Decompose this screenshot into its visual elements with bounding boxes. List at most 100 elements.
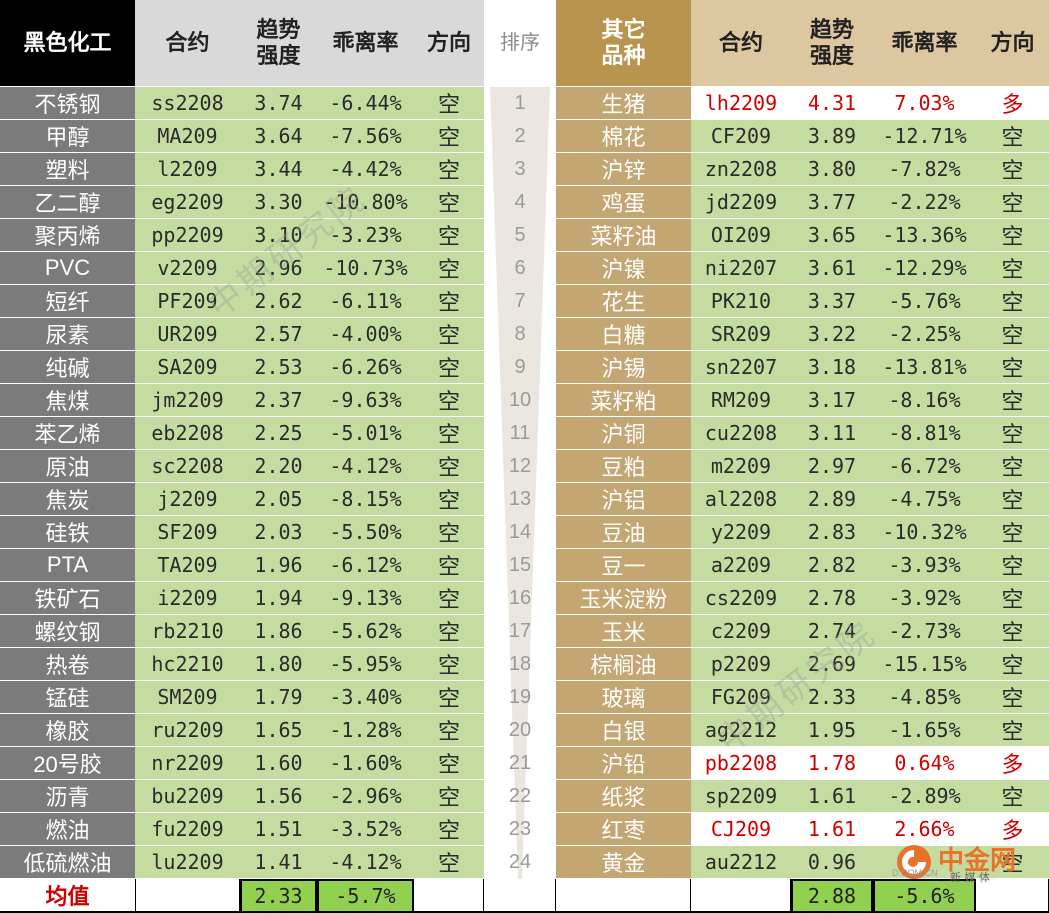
strength-value: 1.60 [254, 751, 303, 775]
right-commodity-name: 红枣 [556, 813, 691, 845]
contract-code: j2209 [157, 487, 218, 511]
right-strength-cell: 2.33 [791, 681, 873, 713]
right-commodity-name: 花生 [556, 285, 691, 317]
left-contract-cell: l2209 [135, 153, 240, 185]
strength-value: 1.56 [254, 784, 303, 808]
header-text: 乖离率 [332, 30, 399, 55]
commodity-name: 沪镍 [601, 257, 646, 282]
strength-value: 3.80 [807, 157, 857, 181]
left-commodity-name: 塑料 [0, 153, 135, 185]
deviation-value: -1.65% [888, 718, 961, 742]
direction-value: 空 [437, 852, 460, 877]
right-direction-cell: 空 [976, 780, 1049, 812]
right-commodity-name: 沪镍 [556, 252, 691, 284]
rank-value: 9 [514, 355, 526, 378]
header-text: 强度 [809, 43, 854, 68]
header-contract-right: 合约 [691, 0, 791, 86]
header-text: 品种 [601, 43, 646, 68]
direction-value: 空 [1001, 291, 1024, 316]
strength-value: 1.41 [254, 850, 303, 874]
left-commodity-name: 热卷 [0, 648, 135, 680]
left-deviation-cell: -5.01% [317, 417, 414, 449]
header-text: 其它 [601, 17, 646, 42]
left-commodity-name: 低硫燃油 [0, 846, 135, 878]
deviation-value: -4.00% [329, 322, 402, 346]
commodity-name: 锰硅 [45, 686, 90, 711]
strength-value: 4.31 [807, 91, 857, 115]
left-deviation-cell: -3.52% [317, 813, 414, 845]
direction-value: 空 [1001, 720, 1024, 745]
direction-value: 空 [1001, 555, 1024, 580]
left-deviation-cell: -1.60% [317, 747, 414, 779]
contract-code: jm2209 [151, 388, 224, 412]
deviation-value: -5.95% [329, 652, 402, 676]
rank-value: 19 [508, 685, 532, 708]
commodity-name: 原油 [45, 455, 90, 480]
header-text: 方向 [990, 30, 1035, 55]
right-commodity-name: 豆粕 [556, 450, 691, 482]
rank-value: 18 [508, 652, 532, 675]
right-deviation-cell: -7.82% [873, 153, 976, 185]
strength-value: 1.65 [254, 718, 303, 742]
right-deviation-cell: 2.66% [873, 813, 976, 845]
deviation-value: -6.44% [329, 91, 402, 115]
right-direction-cell: 空 [976, 252, 1049, 284]
left-deviation-cell: -4.12% [317, 846, 414, 878]
contract-code: MA209 [157, 124, 218, 148]
left-direction-cell: 空 [414, 483, 484, 515]
right-strength-cell: 2.83 [791, 516, 873, 548]
commodity-name: 焦煤 [45, 389, 90, 414]
contract-code: bu2209 [151, 784, 224, 808]
direction-value: 空 [437, 819, 460, 844]
contract-code: PF209 [157, 289, 218, 313]
deviation-value: -6.26% [329, 355, 402, 379]
right-deviation-cell: 0.64% [873, 747, 976, 779]
strength-value: 3.89 [807, 124, 857, 148]
header-rank: 排序 [484, 0, 556, 86]
rank-value: 12 [508, 454, 532, 477]
commodity-name: PTA [46, 552, 89, 577]
strength-value: 2.82 [807, 553, 857, 577]
rank-number: 13 [484, 483, 556, 515]
left-commodity-name: 聚丙烯 [0, 219, 135, 251]
right-direction-cell: 空 [976, 516, 1049, 548]
right-contract-cell: FG209 [691, 681, 791, 713]
commodity-name: 短纤 [45, 290, 90, 315]
left-strength-cell: 2.03 [240, 516, 317, 548]
right-strength-cell: 4.31 [791, 87, 873, 119]
right-deviation-cell: -8.16% [873, 384, 976, 416]
right-direction-cell: 空 [976, 681, 1049, 713]
right-commodity-name: 菜籽粕 [556, 384, 691, 416]
deviation-value: -6.12% [329, 553, 402, 577]
right-strength-cell: 3.77 [791, 186, 873, 218]
left-commodity-name: 短纤 [0, 285, 135, 317]
left-deviation-cell: -3.40% [317, 681, 414, 713]
strength-value: 2.96 [254, 256, 303, 280]
left-contract-cell: SM209 [135, 681, 240, 713]
right-contract-cell: OI209 [691, 219, 791, 251]
strength-value: 1.94 [254, 586, 303, 610]
rank-value: 13 [508, 487, 532, 510]
direction-value: 空 [1001, 225, 1024, 250]
commodity-name: 苯乙烯 [34, 422, 101, 447]
left-strength-cell: 2.20 [240, 450, 317, 482]
header-text: 排序 [500, 32, 540, 54]
strength-value: 2.53 [254, 355, 303, 379]
direction-value: 空 [1001, 687, 1024, 712]
left-commodity-name: 尿素 [0, 318, 135, 350]
commodity-name: 白银 [601, 719, 646, 744]
left-commodity-name: 锰硅 [0, 681, 135, 713]
rank-number: 17 [484, 615, 556, 647]
contract-code: m2209 [710, 454, 772, 478]
right-commodity-name: 白糖 [556, 318, 691, 350]
left-direction-cell: 空 [414, 747, 484, 779]
contract-code: jd2209 [704, 190, 778, 214]
contract-code: sn2207 [704, 355, 778, 379]
left-contract-cell: MA209 [135, 120, 240, 152]
rank-number: 15 [484, 549, 556, 581]
rank-value: 3 [514, 157, 526, 180]
right-commodity-name: 白银 [556, 714, 691, 746]
deviation-value: -8.81% [888, 421, 961, 445]
right-strength-cell: 2.82 [791, 549, 873, 581]
rank-value: 16 [508, 586, 532, 609]
